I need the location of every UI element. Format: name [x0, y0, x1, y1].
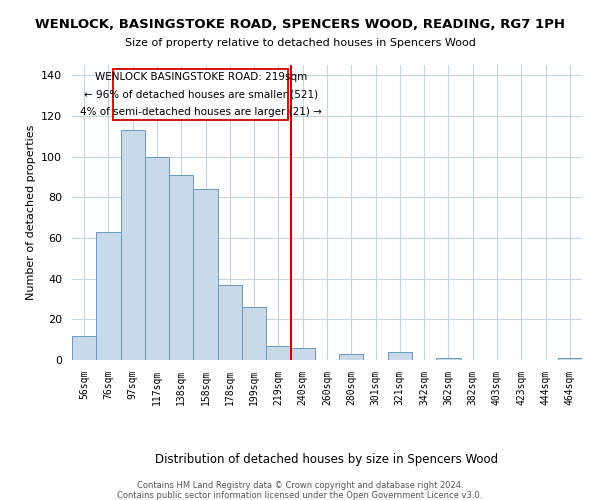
Bar [169, 175, 193, 360]
Bar [436, 358, 461, 360]
FancyBboxPatch shape [113, 69, 288, 120]
Text: 4% of semi-detached houses are larger (21) →: 4% of semi-detached houses are larger (2… [80, 108, 322, 118]
Bar [193, 189, 218, 360]
Bar [388, 352, 412, 360]
Text: Contains public sector information licensed under the Open Government Licence v3: Contains public sector information licen… [118, 491, 482, 500]
Bar [218, 284, 242, 360]
Bar [290, 348, 315, 360]
Bar [121, 130, 145, 360]
Text: Distribution of detached houses by size in Spencers Wood: Distribution of detached houses by size … [155, 452, 499, 466]
Bar [339, 354, 364, 360]
Bar [96, 232, 121, 360]
Bar [558, 358, 582, 360]
Text: WENLOCK BASINGSTOKE ROAD: 219sqm: WENLOCK BASINGSTOKE ROAD: 219sqm [95, 72, 307, 82]
Bar [266, 346, 290, 360]
Bar [145, 156, 169, 360]
Bar [242, 307, 266, 360]
Text: Size of property relative to detached houses in Spencers Wood: Size of property relative to detached ho… [125, 38, 475, 48]
Bar [72, 336, 96, 360]
Text: WENLOCK, BASINGSTOKE ROAD, SPENCERS WOOD, READING, RG7 1PH: WENLOCK, BASINGSTOKE ROAD, SPENCERS WOOD… [35, 18, 565, 30]
Y-axis label: Number of detached properties: Number of detached properties [26, 125, 35, 300]
Text: Contains HM Land Registry data © Crown copyright and database right 2024.: Contains HM Land Registry data © Crown c… [137, 481, 463, 490]
Text: ← 96% of detached houses are smaller (521): ← 96% of detached houses are smaller (52… [83, 90, 318, 100]
